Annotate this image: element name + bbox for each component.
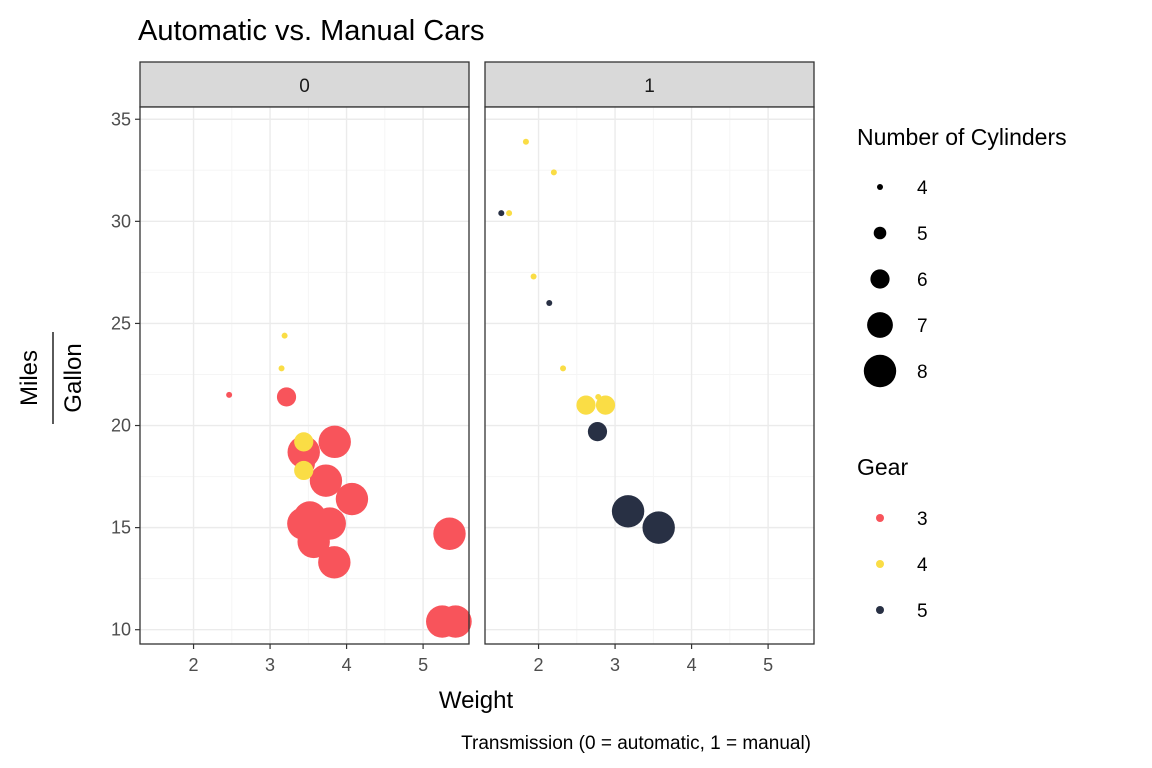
legend-size-label: 6 bbox=[917, 270, 928, 291]
data-point bbox=[546, 300, 553, 307]
y-axis-title-numerator: Miles bbox=[16, 350, 43, 406]
y-tick-label: 10 bbox=[111, 620, 131, 640]
data-point bbox=[309, 464, 343, 497]
data-point bbox=[318, 425, 351, 459]
facet-strip bbox=[484, 61, 815, 108]
facet-panel-1: 1 2 3 4 5 bbox=[484, 61, 815, 675]
legend-color-title: Gear bbox=[857, 454, 908, 480]
x-tick-label: 4 bbox=[687, 655, 697, 675]
data-point bbox=[611, 495, 645, 528]
x-tick-label: 4 bbox=[342, 655, 352, 675]
data-point bbox=[522, 138, 529, 145]
legend-size-key bbox=[867, 312, 893, 338]
data-point bbox=[506, 210, 513, 217]
panel-border bbox=[484, 106, 815, 645]
x-tick-label: 2 bbox=[189, 655, 199, 675]
facet-panel-0: 0 2 3 4 5 10 15 20 25 30 35 bbox=[111, 61, 472, 675]
y-tick-label: 30 bbox=[111, 211, 131, 231]
data-point bbox=[530, 273, 537, 280]
facet-panels: 0 2 3 4 5 10 15 20 25 30 35 1 2 3 4 5 bbox=[111, 61, 815, 675]
x-tick-label: 5 bbox=[418, 655, 428, 675]
data-point bbox=[560, 365, 567, 372]
legend-size-key bbox=[873, 226, 887, 240]
legend-color-label: 5 bbox=[917, 601, 928, 622]
data-point bbox=[550, 169, 557, 176]
legend-size-key bbox=[877, 184, 883, 190]
data-point bbox=[439, 605, 472, 638]
data-point bbox=[576, 395, 596, 415]
data-point bbox=[587, 422, 608, 442]
chart-title: Automatic vs. Manual Cars bbox=[138, 15, 485, 47]
data-point bbox=[433, 517, 466, 550]
data-point bbox=[226, 391, 233, 398]
x-tick-label: 3 bbox=[610, 655, 620, 675]
data-point bbox=[498, 210, 505, 217]
data-point bbox=[595, 395, 616, 415]
data-point bbox=[595, 393, 602, 400]
legend-size-label: 5 bbox=[917, 224, 928, 245]
x-tick-label: 3 bbox=[265, 655, 275, 675]
legend-color-keys: 3 4 5 bbox=[876, 509, 928, 622]
y-axis-title-denominator: Gallon bbox=[60, 343, 87, 412]
data-point bbox=[294, 460, 314, 481]
x-tick-label: 5 bbox=[763, 655, 773, 675]
chart-caption: Transmission (0 = automatic, 1 = manual) bbox=[461, 733, 811, 754]
legend-color-label: 4 bbox=[917, 555, 928, 576]
data-point bbox=[642, 511, 675, 544]
y-tick-label: 25 bbox=[111, 313, 131, 333]
plot-panel bbox=[485, 107, 814, 644]
data-point bbox=[276, 387, 297, 407]
legend-size-key bbox=[863, 354, 897, 388]
legend-size-key bbox=[870, 269, 890, 289]
facet-strip bbox=[139, 61, 470, 108]
y-tick-label: 15 bbox=[111, 518, 131, 538]
data-point bbox=[294, 432, 314, 452]
data-point bbox=[335, 482, 369, 516]
data-point bbox=[281, 332, 288, 339]
data-point bbox=[287, 507, 320, 540]
facet-strip-label: 0 bbox=[299, 76, 310, 97]
legend-color-key bbox=[876, 606, 884, 614]
panel-border bbox=[139, 106, 470, 645]
legend-color-key bbox=[876, 514, 884, 522]
legend-color-key bbox=[876, 560, 884, 568]
legend-size-keys: 4 5 6 7 8 bbox=[863, 178, 928, 388]
facet-strip-label: 1 bbox=[644, 76, 655, 97]
legend-size-label: 4 bbox=[917, 178, 928, 199]
y-tick-label: 35 bbox=[111, 109, 131, 129]
y-axis-title: Miles Gallon bbox=[16, 332, 87, 424]
data-point bbox=[318, 546, 351, 579]
legend-size-title: Number of Cylinders bbox=[857, 124, 1067, 150]
legend-size-label: 7 bbox=[917, 316, 928, 337]
x-tick-label: 2 bbox=[534, 655, 544, 675]
x-axis-title: Weight bbox=[439, 687, 514, 714]
legend: Number of Cylinders 4 5 6 7 8 Gear 3 4 5 bbox=[857, 124, 1067, 622]
legend-size-label: 8 bbox=[917, 362, 928, 383]
plot-panel bbox=[140, 107, 469, 644]
y-tick-label: 20 bbox=[111, 416, 131, 436]
data-point bbox=[278, 365, 285, 372]
legend-color-label: 3 bbox=[917, 509, 928, 530]
